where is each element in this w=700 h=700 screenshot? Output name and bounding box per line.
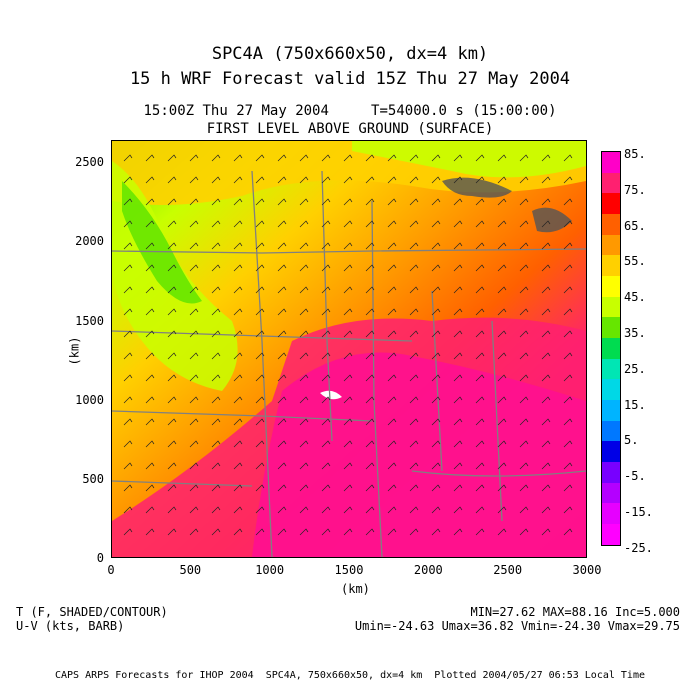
colorbar-swatch [602,255,620,277]
x-tick-label: 2500 [493,563,523,577]
colorbar-swatch [602,503,620,525]
colorbar-label: 65. [624,218,646,233]
wind-barbs [123,154,573,536]
footer: CAPS ARPS Forecasts for IHOP 2004 SPC4A,… [54,670,645,681]
temperature-map [111,140,587,558]
y-tick-label: 2500 [75,155,104,170]
colorbar-label: 25. [624,361,646,376]
stats-line-1: MIN=27.62 MAX=88.16 Inc=5.000 [470,605,680,619]
field-desc-2: U-V (kts, BARB) [16,619,125,633]
x-axis-label: (km) [341,582,370,596]
y-tick-label: 1000 [75,392,104,407]
colorbar-swatch [602,276,620,297]
colorbar-swatch [602,296,620,318]
colorbar [601,151,621,546]
x-tick-label: 2000 [413,563,443,577]
colorbar-label: 75. [624,182,646,197]
colorbar-swatch [602,172,620,194]
canada-band [352,141,586,178]
colorbar-swatch [602,317,620,339]
colorbar-swatch [602,400,620,421]
lake-erie [532,207,572,233]
level-line: FIRST LEVEL ABOVE GROUND (SURFACE) [206,121,494,137]
colorbar-label: 5. [624,433,639,448]
colorbar-swatch [602,441,620,463]
colorbar-swatch [602,462,620,483]
y-tick-label: 1500 [75,313,104,328]
min-spot [320,390,342,400]
colorbar-swatch [602,234,620,256]
colorbar-label: 85. [624,147,646,161]
colorbar-swatch [602,214,620,235]
colorbar-swatch [602,338,620,359]
colorbar-label: -25. [624,540,653,555]
colorbar-label: 55. [624,254,646,269]
y-tick-label: 500 [82,471,104,486]
colorbar-swatch [602,358,620,380]
x-tick-label: 1500 [334,563,364,577]
y-axis-label: (km) [67,336,82,366]
stats-line-2: Umin=-24.63 Umax=36.82 Vmin=-24.30 Vmax=… [354,619,680,633]
rockies-cold [122,181,202,304]
time-line: 15:00Z Thu 27 May 2004 T=54000.0 s (15:0… [143,103,557,119]
colorbar-swatch [602,379,620,401]
title-line-1: SPC4A (750x660x50, dx=4 km) [211,44,489,64]
title-line-2: 15 h WRF Forecast valid 15Z Thu 27 May 2… [129,69,571,89]
x-tick-label: 3000 [572,563,602,577]
colorbar-label: 45. [624,290,646,305]
state-borders [111,170,587,558]
colorbar-swatch [602,152,620,173]
colorbar-label: -5. [624,469,646,484]
x-tick-label: 1000 [255,563,285,577]
map-svg [111,141,587,558]
y-tick-label: 2000 [75,234,104,249]
colorbar-swatch [602,420,620,442]
x-tick-label: 500 [179,563,202,577]
hot-core [252,352,586,557]
colorbar-swatch [602,524,620,545]
x-tick-label: 0 [107,563,115,577]
colorbar-swatch [602,482,620,504]
field-desc-1: T (F, SHADED/CONTOUR) [16,605,168,619]
colorbar-label: -15. [624,505,653,519]
y-tick-label: 0 [96,551,104,565]
colorbar-label: 15. [624,397,646,412]
colorbar-label: 35. [624,326,646,340]
colorbar-swatch [602,193,620,215]
great-lakes [442,177,512,198]
